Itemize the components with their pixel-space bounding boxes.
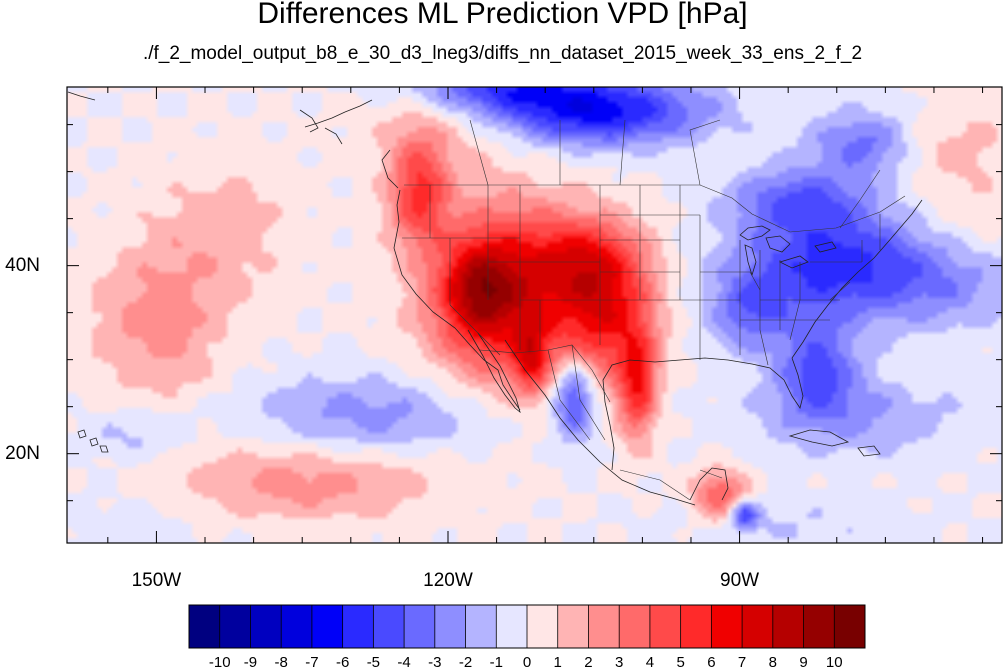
lon-tick-label: 120W bbox=[423, 570, 473, 591]
colorbar-label: 2 bbox=[584, 654, 593, 671]
colorbar-label: -5 bbox=[366, 654, 381, 671]
colorbar-swatch bbox=[557, 605, 589, 648]
colorbar-label: 9 bbox=[799, 654, 808, 671]
axis-ticks bbox=[67, 87, 1002, 543]
map-title: Differences ML Prediction VPD [hPa] bbox=[257, 0, 748, 30]
colorbar-swatch bbox=[711, 605, 743, 648]
colorbar-swatch bbox=[189, 605, 221, 648]
lat-tick-label: 20N bbox=[5, 442, 40, 464]
colorbar-label: 4 bbox=[645, 654, 655, 671]
colorbar-label: -10 bbox=[208, 654, 231, 671]
vpd-field-raster bbox=[67, 87, 1002, 543]
colorbar-swatch bbox=[465, 605, 497, 648]
colorbar-label: 10 bbox=[825, 654, 843, 671]
colorbar-swatch bbox=[527, 605, 559, 648]
lon-tick-label: 150W bbox=[131, 570, 182, 591]
colorbar-label: -8 bbox=[274, 654, 288, 671]
colorbar-swatch bbox=[281, 605, 313, 648]
map-subtitle: ./f_2_model_output_b8_e_30_d3_lneg3/diff… bbox=[142, 43, 863, 64]
colorbar-swatch bbox=[619, 605, 651, 648]
colorbar-swatch bbox=[649, 605, 681, 648]
coastlines bbox=[67, 91, 923, 506]
colorbar-swatch bbox=[772, 605, 804, 648]
colorbar bbox=[188, 604, 866, 649]
colorbar-label: -2 bbox=[458, 654, 473, 671]
colorbar-swatch bbox=[342, 605, 374, 648]
colorbar-label: 8 bbox=[768, 654, 777, 671]
colorbar-label: 3 bbox=[615, 654, 624, 671]
plot-frame bbox=[66, 86, 1003, 544]
colorbar-swatch bbox=[434, 605, 466, 648]
colorbar-swatch bbox=[373, 605, 405, 648]
colorbar-swatch bbox=[680, 605, 712, 648]
colorbar-swatch bbox=[219, 605, 251, 648]
colorbar-label: 6 bbox=[707, 654, 716, 671]
colorbar-swatch bbox=[803, 605, 835, 648]
colorbar-label: -1 bbox=[489, 654, 503, 671]
colorbar-swatch bbox=[311, 605, 343, 648]
colorbar-frame bbox=[188, 604, 866, 649]
colorbar-label: -6 bbox=[335, 654, 350, 671]
colorbar-label: 1 bbox=[553, 654, 562, 671]
colorbar-label: 5 bbox=[676, 654, 685, 671]
colorbar-swatch bbox=[834, 605, 866, 648]
colorbar-swatch bbox=[404, 605, 436, 648]
lon-tick-label: 90W bbox=[720, 570, 760, 591]
colorbar-swatch bbox=[250, 605, 282, 648]
colorbar-label: 7 bbox=[737, 654, 747, 671]
political-borders bbox=[402, 119, 906, 501]
colorbar-swatch bbox=[496, 605, 528, 648]
colorbar-label: -9 bbox=[243, 654, 258, 671]
colorbar-swatch bbox=[742, 605, 774, 648]
colorbar-label: -7 bbox=[305, 654, 319, 671]
lat-tick-label: 40N bbox=[5, 254, 40, 276]
colorbar-swatch bbox=[588, 605, 620, 648]
colorbar-label: 0 bbox=[522, 654, 532, 671]
colorbar-label: -3 bbox=[428, 654, 442, 671]
colorbar-label: -4 bbox=[397, 654, 411, 671]
